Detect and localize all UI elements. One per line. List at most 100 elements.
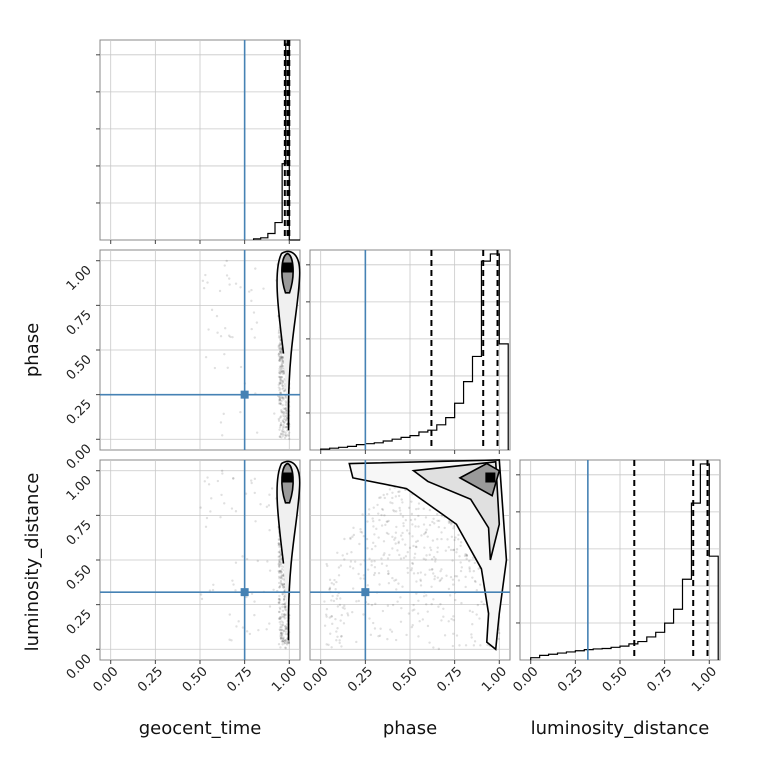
scatter-point [278,334,281,337]
scatter-point [250,327,253,331]
scatter-point [372,506,375,509]
scatter-point [454,536,457,539]
scatter-point [241,555,244,558]
scatter-point [278,398,282,401]
scatter-point [281,430,285,434]
scatter-point [268,605,272,608]
scatter-point [343,537,346,541]
scatter-point [386,604,390,607]
scatter-point [277,346,281,349]
scatter-point [377,536,380,539]
scatter-point [287,431,291,434]
scatter-point [208,589,212,592]
scatter-point [278,558,281,561]
scatter-point [287,434,290,438]
scatter-point [210,497,213,500]
scatter-point [279,381,282,384]
scatter-point [282,371,286,375]
scatter-point [282,424,285,427]
scatter-point [287,640,290,643]
scatter-point [281,419,285,422]
scatter-point [277,538,281,541]
scatter-point [414,540,418,544]
scatter-point [287,641,290,644]
scatter-point [424,531,427,535]
scatter-point [250,479,253,482]
scatter-point [419,571,422,574]
scatter-point [399,620,403,623]
scatter-point [430,568,434,571]
scatter-point [279,343,282,347]
scatter-point [283,597,286,601]
scatter-point [216,479,220,483]
scatter-point [417,514,420,518]
scatter-point [339,564,343,567]
scatter-point [436,538,439,541]
scatter-point [357,599,360,603]
scatter-point [280,364,283,368]
scatter-point [281,355,284,359]
scatter-point [280,613,284,616]
scatter-point [285,641,289,645]
scatter-point [278,617,281,620]
scatter-point [401,501,404,504]
scatter-point [396,549,399,552]
scatter-point [284,627,287,631]
scatter-point [255,431,259,434]
scatter-point [279,402,282,406]
scatter-point [387,532,390,536]
scatter-point [284,418,287,421]
scatter-point [373,566,377,569]
scatter-point [346,614,350,617]
scatter-point [277,565,281,568]
scatter-point [279,415,283,418]
scatter-point [281,411,284,415]
scatter-point [432,598,435,601]
scatter-point [223,502,226,505]
scatter-point [447,520,451,523]
scatter-point [216,331,219,334]
scatter-point [283,613,286,616]
scatter-point [283,615,286,618]
scatter-point [377,512,380,515]
scatter-point [470,633,473,636]
scatter-point [279,398,282,402]
scatter-point [475,613,478,616]
scatter-point [380,557,383,560]
scatter-point [212,583,215,586]
scatter-point [415,580,418,583]
scatter-point [284,414,288,418]
contour-outer [348,459,508,651]
scatter-point [328,616,331,619]
scatter-point [284,407,287,410]
histogram-geocent-time-panel [96,39,301,241]
scatter-point [335,630,338,633]
scatter-point [278,599,281,602]
scatter-point [325,643,328,646]
scatter-point [279,617,282,620]
scatter-point [281,396,284,400]
scatter-point [279,355,283,358]
scatter-point [278,601,281,604]
scatter-point [282,414,285,417]
scatter-point [279,553,282,556]
scatter-point [283,607,287,610]
scatter-point [279,421,283,425]
scatter-point [374,545,377,548]
scatter-point [480,600,483,604]
scatter-point [432,646,435,649]
scatter-point [434,560,437,563]
scatter-point [279,557,283,560]
scatter-point [394,542,397,545]
y-axis-label-phase: phase [22,323,43,377]
scatter-point [366,568,370,571]
scatter-point [282,577,285,581]
scatter-point [279,629,282,632]
scatter-point [465,553,468,557]
scatter-point [284,639,287,642]
scatter-point [279,378,282,381]
scatter-point [428,641,431,644]
scatter-point [406,571,410,574]
scatter-point [401,538,404,541]
scatter-point [431,539,435,542]
